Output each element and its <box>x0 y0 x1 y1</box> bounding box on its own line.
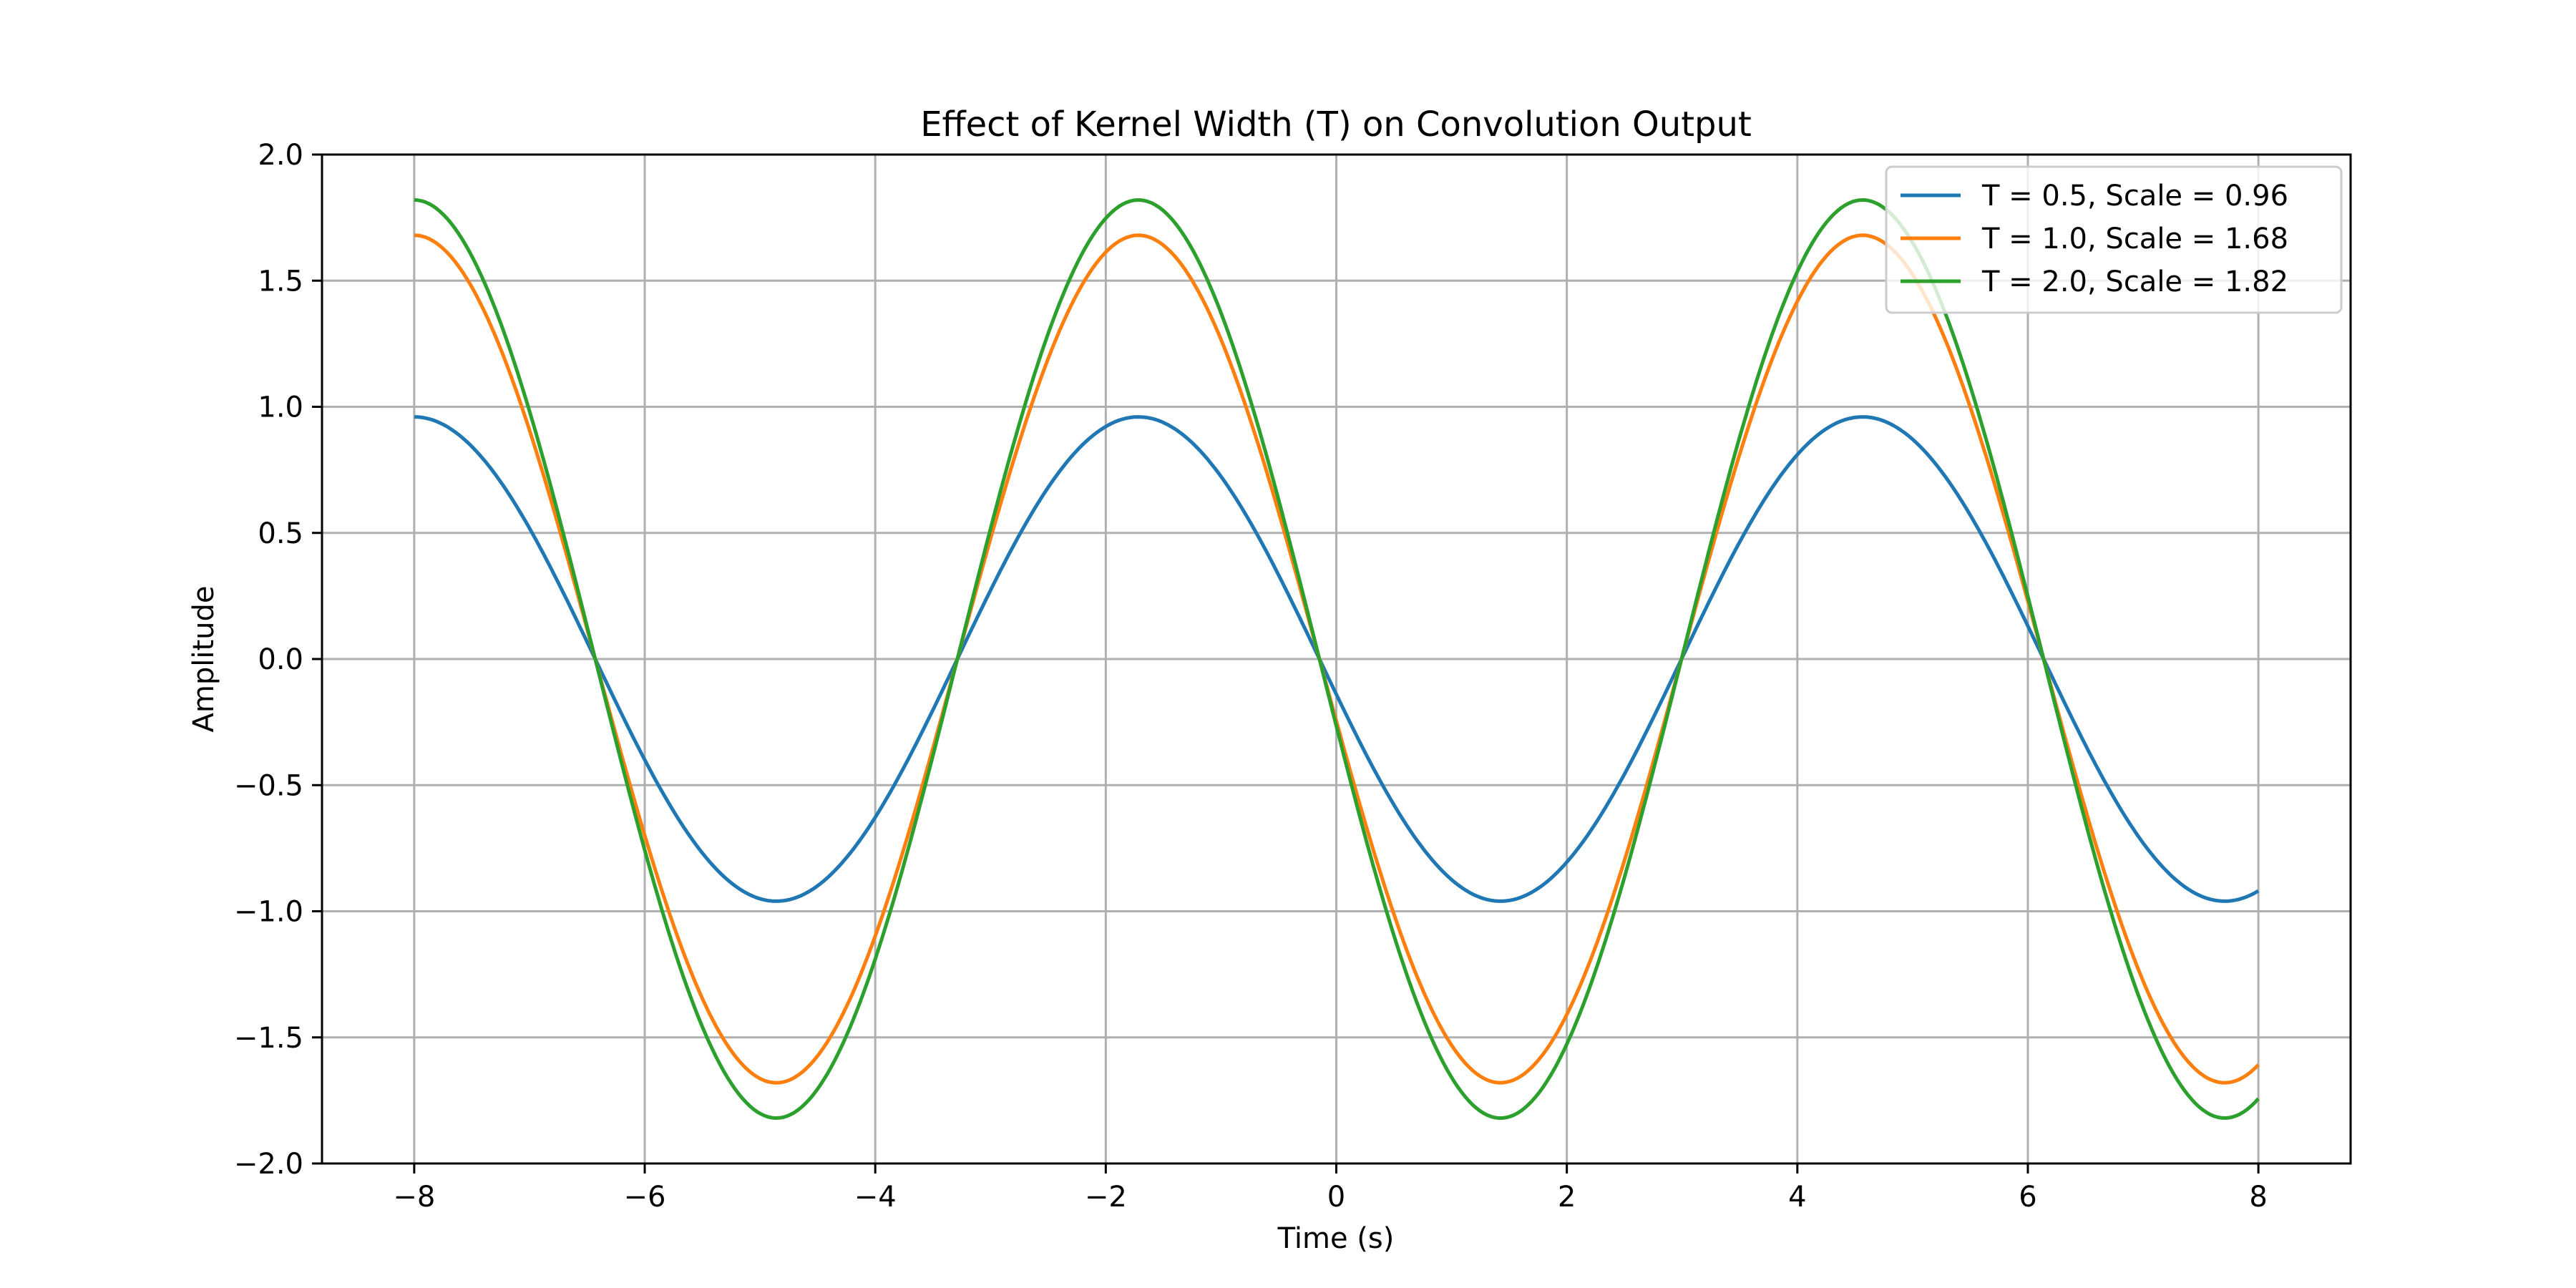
x-tick-label: 4 <box>1788 1181 1806 1214</box>
chart-title: Effect of Kernel Width (T) on Convolutio… <box>920 104 1752 145</box>
series-line-1 <box>414 415 2260 903</box>
y-tick-label: −2.0 <box>234 1148 303 1181</box>
legend-box <box>1885 165 2343 314</box>
x-tick-label: 2 <box>1558 1181 1576 1214</box>
x-tick-label: −2 <box>1085 1181 1127 1214</box>
y-tick-label: −1.0 <box>234 896 303 929</box>
y-tick-label: 1.5 <box>258 265 303 298</box>
legend-label: T = 2.0, Scale = 1.82 <box>1981 265 2288 298</box>
y-tick-label: −0.5 <box>234 769 303 802</box>
y-tick-label: 0.5 <box>258 517 303 550</box>
y-axis-label: Amplitude <box>187 586 220 733</box>
y-tick-label: −1.5 <box>234 1022 303 1055</box>
y-tick-label: 0.0 <box>258 643 303 676</box>
x-tick-label: −4 <box>854 1181 897 1214</box>
series-line-3 <box>414 197 2260 1120</box>
ticks: −8 −6 −4 −2 0 2 4 6 8 −2.0 −1.5 −1.0 −0.5 0.0 0.5 1.0 1.… <box>234 139 2268 1214</box>
x-tick-label: 6 <box>2019 1181 2036 1214</box>
y-tick-label: 1.0 <box>258 391 303 424</box>
series-group <box>414 197 2260 1120</box>
legend: T = 0.5, Scale = 0.96 T = 1.0, Scale = 1.… <box>1885 165 2343 314</box>
x-axis-label: Time (s) <box>1277 1222 1395 1255</box>
x-tick-label: −6 <box>624 1181 666 1214</box>
x-tick-label: 0 <box>1327 1181 1345 1214</box>
x-tick-label: 8 <box>2249 1181 2267 1214</box>
legend-label: T = 0.5, Scale = 0.96 <box>1981 180 2288 213</box>
x-tick-label: −8 <box>393 1181 435 1214</box>
legend-label: T = 1.0, Scale = 1.68 <box>1981 223 2288 255</box>
y-tick-label: 2.0 <box>258 139 303 172</box>
